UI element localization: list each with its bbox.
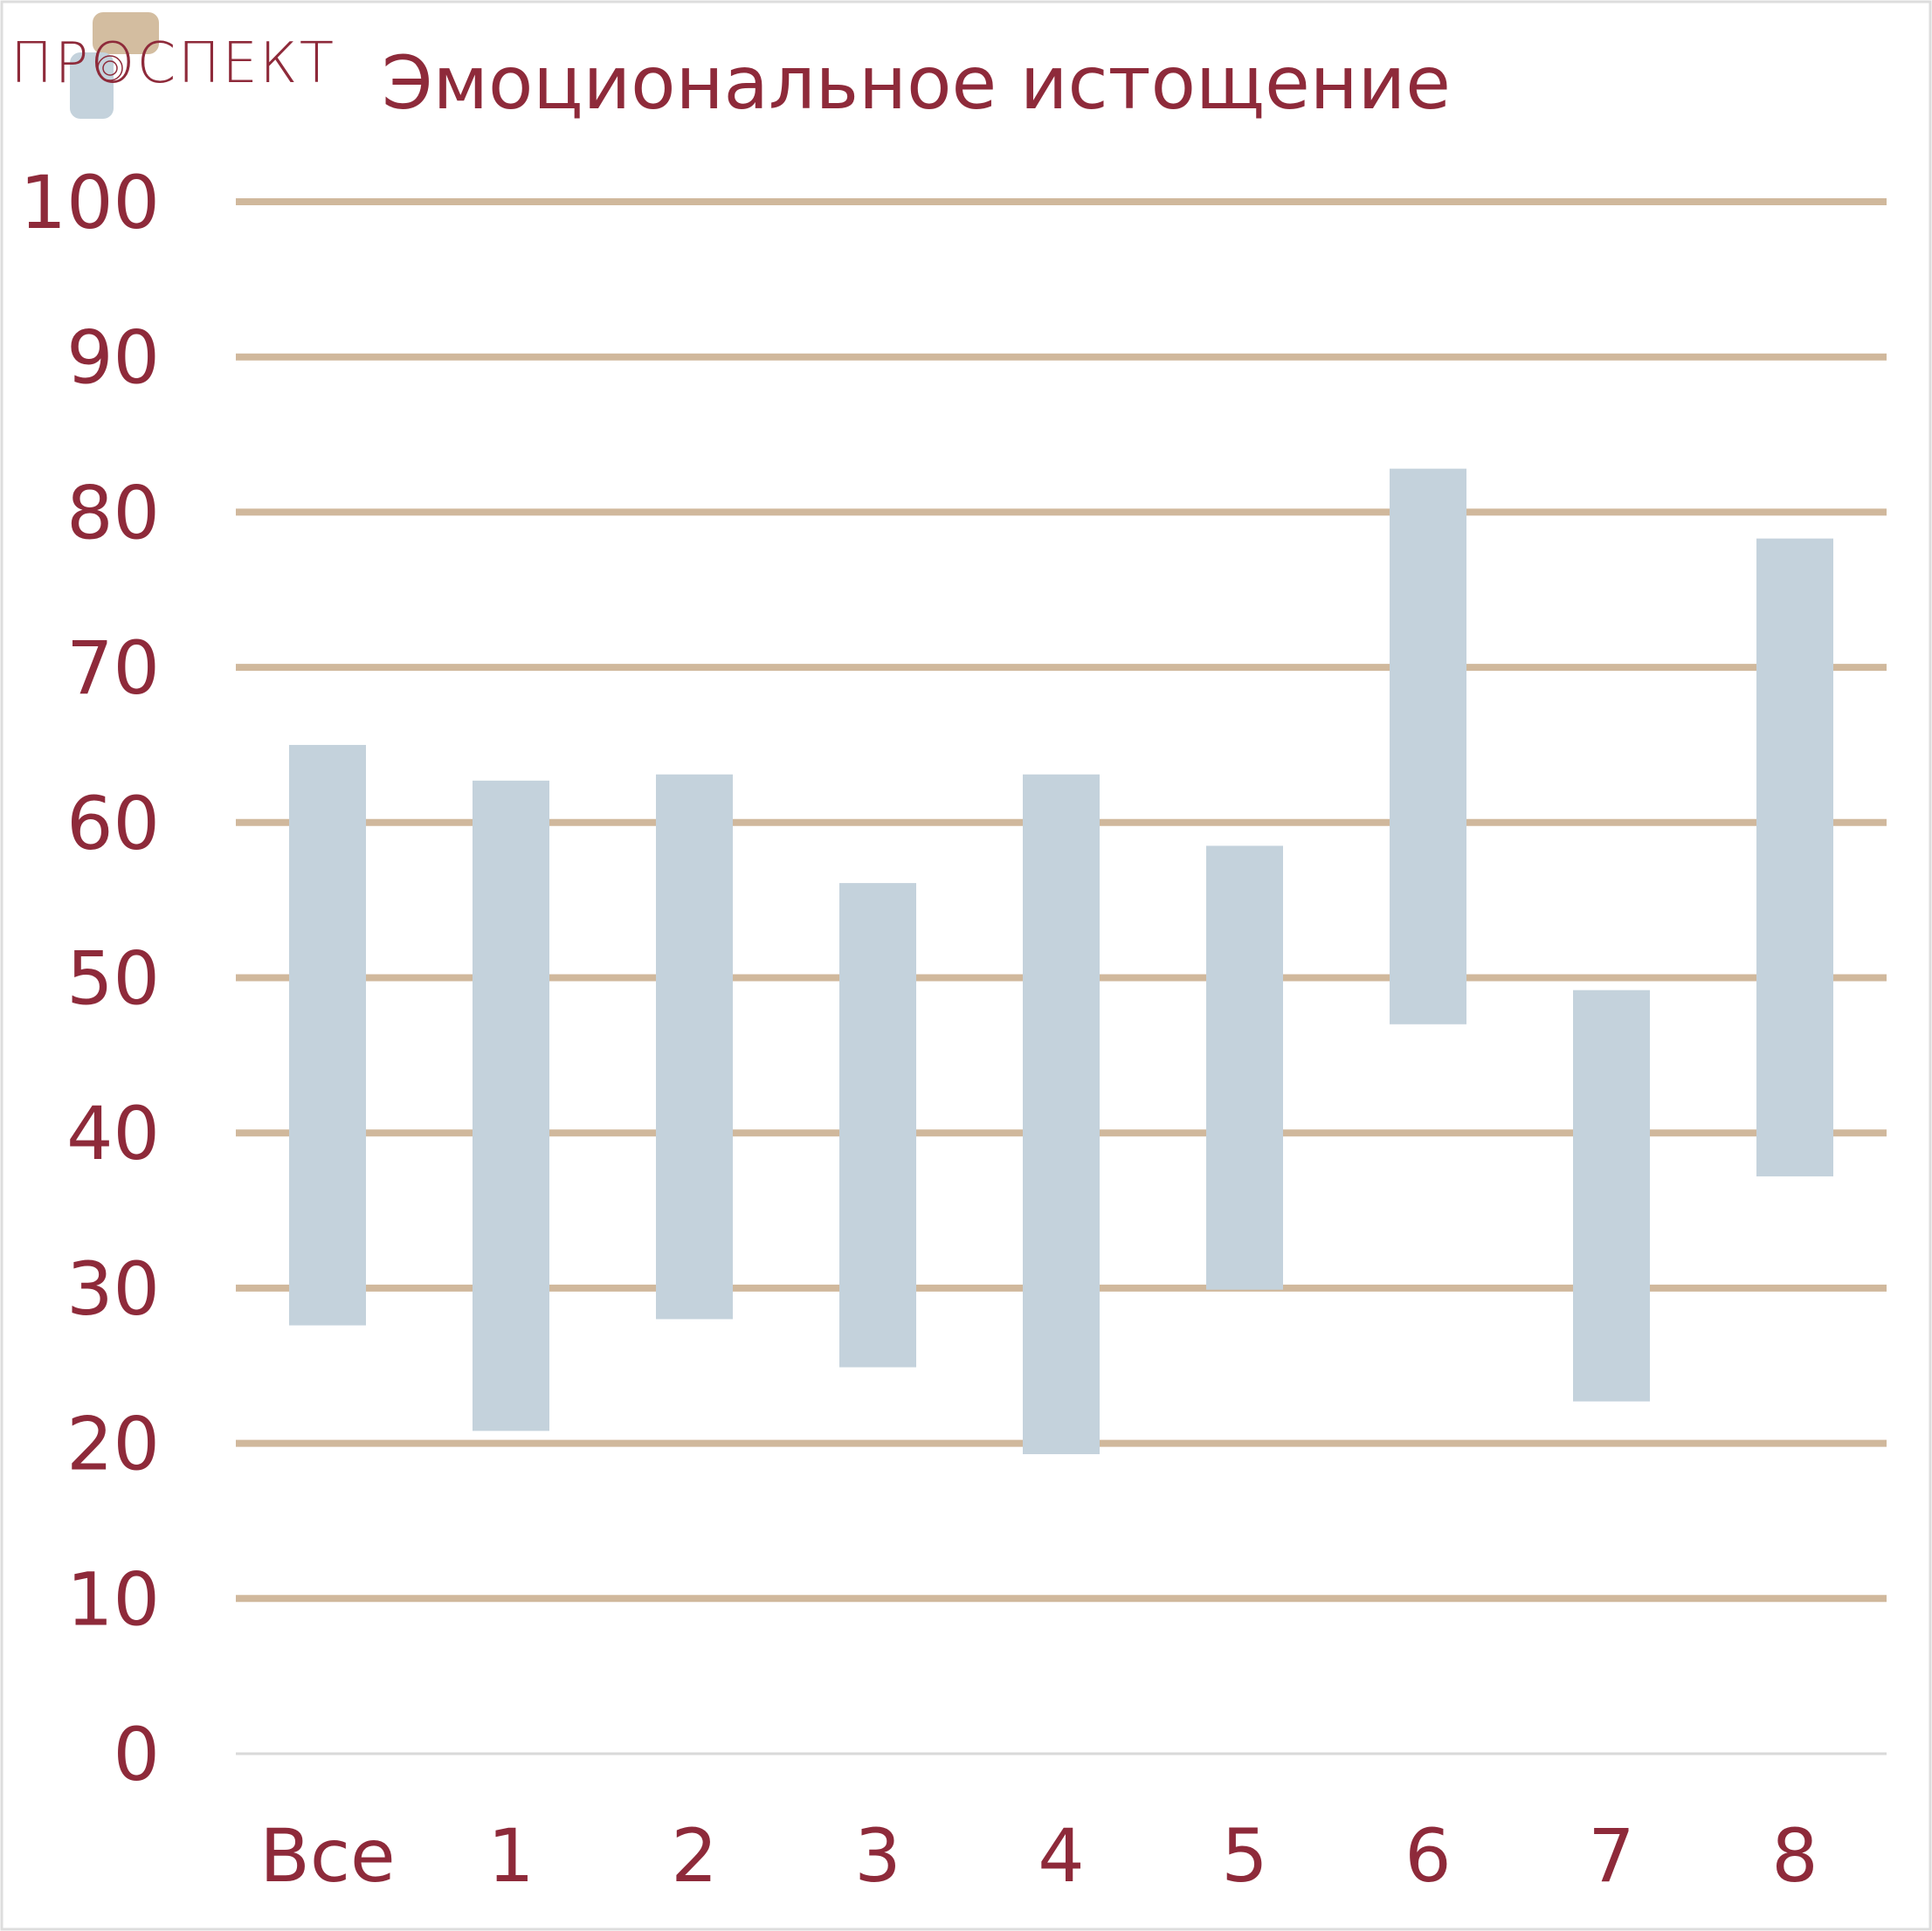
y-tick-label: 0 (114, 1712, 160, 1797)
bar (839, 883, 916, 1368)
bar (656, 774, 733, 1320)
bar (1390, 468, 1466, 1024)
x-tick-label: Все (259, 1813, 396, 1899)
x-tick-label: 2 (671, 1813, 717, 1899)
bar (1756, 538, 1833, 1176)
y-tick-label: 50 (66, 936, 160, 1022)
y-tick-label: 60 (66, 781, 160, 866)
x-tick-label: 6 (1404, 1813, 1451, 1899)
x-tick-label: 3 (854, 1813, 900, 1899)
x-tick-label: 8 (1771, 1813, 1818, 1899)
chart-title: Эмоциональное истощение (382, 40, 1451, 126)
bar (1023, 774, 1100, 1455)
y-tick-label: 40 (66, 1091, 160, 1176)
y-tick-label: 100 (20, 160, 160, 245)
y-tick-label: 90 (66, 315, 160, 401)
x-tick-label: 7 (1588, 1813, 1634, 1899)
y-tick-label: 70 (66, 625, 160, 711)
bar (473, 780, 549, 1431)
bar (1573, 990, 1650, 1402)
y-tick-label: 30 (66, 1246, 160, 1332)
bar (289, 744, 366, 1326)
logo: ПРОСПЕКТ (10, 31, 335, 96)
logo-icon (70, 12, 159, 119)
bar (1206, 845, 1283, 1290)
x-tick-label: 1 (487, 1813, 534, 1899)
x-tick-label: 5 (1221, 1813, 1267, 1899)
y-tick-label: 10 (66, 1556, 160, 1642)
y-tick-label: 80 (66, 470, 160, 555)
x-tick-label: 4 (1038, 1813, 1084, 1899)
y-tick-label: 20 (66, 1402, 160, 1487)
